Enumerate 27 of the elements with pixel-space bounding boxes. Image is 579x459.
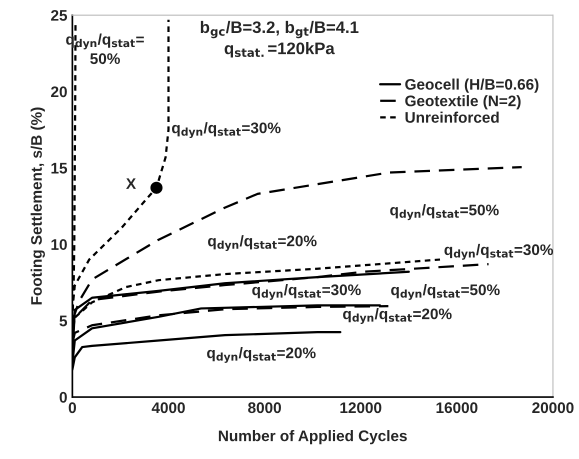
legend-label: Unreinforced bbox=[406, 112, 499, 123]
y-tick-label: 20 bbox=[51, 86, 67, 98]
x-tick-label: 4000 bbox=[152, 402, 185, 414]
y-tick-label: 0 bbox=[60, 392, 67, 403]
text: b$_{gc}$/B=3.2, b$_{gt}$/B=4.1 q$_{stat.}$=120kPa bbox=[200, 20, 358, 58]
x-axis-title: Number of Applied Cycles bbox=[218, 430, 407, 444]
annotation: q$_{dyn}$/q$_{stat}$=20% bbox=[207, 347, 316, 363]
legend-label: Geocell (H/B=0.66) bbox=[405, 78, 538, 93]
annotation: q$_{dyn}$/q$_{stat}$=30% bbox=[172, 122, 281, 138]
y-tick-label: 5 bbox=[59, 316, 68, 326]
y-axis-title: Footing Settlement, s/B (%) bbox=[30, 108, 45, 304]
x-tick-label: 16000 bbox=[436, 402, 478, 414]
y-tick-label: 10 bbox=[51, 239, 67, 250]
annotation: q$_{dyn}$/q$_{stat}$=20% bbox=[343, 308, 452, 324]
y-tick-label: 25 bbox=[51, 10, 68, 21]
annotation: q$_{dyn}$/q$_{stat}$=50% bbox=[390, 204, 499, 220]
x-tick-label: 12000 bbox=[340, 402, 382, 414]
legend-label: Geotextile (N=2) bbox=[405, 95, 521, 110]
annotation: X bbox=[126, 178, 136, 189]
annotation: q$_{dyn}$/q$_{stat}$=20% bbox=[208, 235, 317, 251]
annotation: q$_{dyn}$/q$_{stat}$=30% bbox=[252, 284, 361, 300]
x-tick-label: 20000 bbox=[532, 402, 574, 414]
annotation: q$_{dyn}$/q$_{stat}$=50% bbox=[391, 284, 500, 300]
annotation: q$_{dyn}$/q$_{stat}$=30% bbox=[444, 244, 554, 260]
x-tick-label: 0 bbox=[68, 402, 76, 414]
x-tick-label: 8000 bbox=[248, 402, 281, 414]
y-tick-label: 15 bbox=[51, 162, 68, 174]
